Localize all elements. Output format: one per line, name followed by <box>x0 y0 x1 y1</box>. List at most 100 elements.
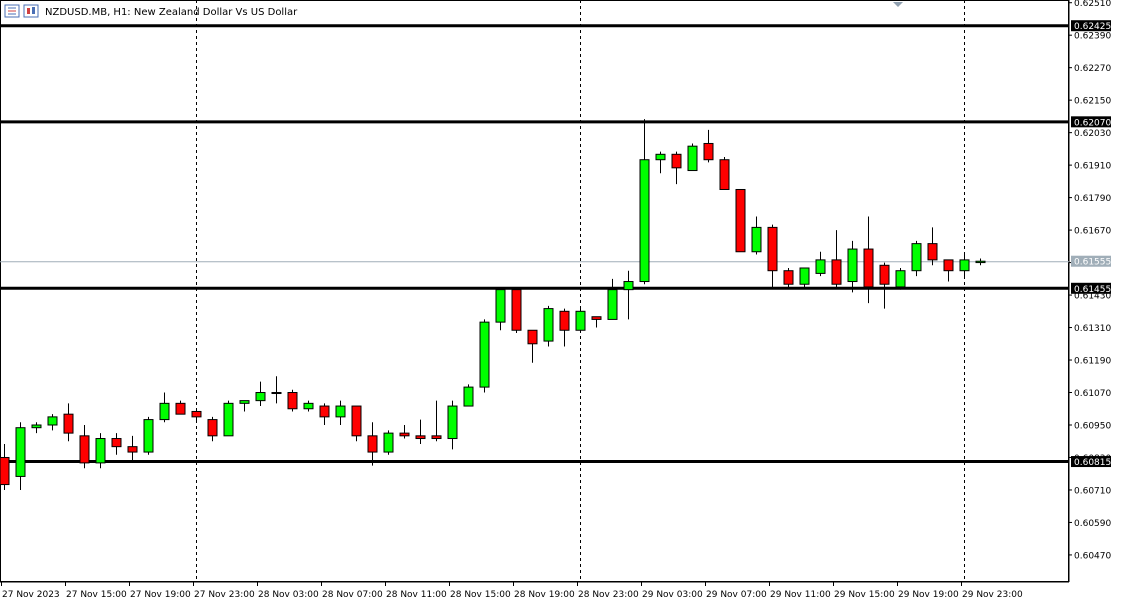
candle-body <box>975 260 986 264</box>
candle <box>255 381 266 407</box>
candle <box>767 224 778 287</box>
candle-body <box>111 438 122 448</box>
time-tick-label: 28 Nov 11:00 <box>386 590 447 600</box>
price-tick-label: 0.60710 <box>1074 486 1111 496</box>
level-price-tag: 0.60815 <box>1071 456 1111 468</box>
time-tick-label: 29 Nov 11:00 <box>770 590 831 600</box>
candle <box>335 400 346 425</box>
candle-body <box>687 145 698 172</box>
price-tick-label: 0.62030 <box>1074 129 1111 139</box>
candle <box>207 416 218 442</box>
time-tick-label: 28 Nov 23:00 <box>578 590 639 600</box>
price-tick-label: 0.61070 <box>1074 389 1111 399</box>
candle <box>0 443 10 490</box>
level-price-label: 0.61455 <box>1074 285 1111 295</box>
candle <box>479 319 490 393</box>
candle <box>607 278 618 320</box>
price-tick-label: 0.60590 <box>1074 519 1111 529</box>
candle <box>959 254 970 277</box>
candle <box>511 286 522 333</box>
candle-body <box>943 259 954 272</box>
price-tick-label: 0.61790 <box>1074 194 1111 204</box>
candle <box>463 384 474 407</box>
candle <box>735 188 746 253</box>
candle <box>15 422 26 490</box>
candle-body <box>639 159 650 283</box>
candle <box>47 414 58 431</box>
candle-body <box>703 142 714 161</box>
candle <box>799 267 810 287</box>
candle <box>127 435 138 461</box>
price-tick-label: 0.61670 <box>1074 227 1111 237</box>
candles <box>0 119 986 490</box>
candle-body <box>543 308 554 342</box>
price-tick-label: 0.62270 <box>1074 64 1111 74</box>
time-tick-label: 28 Nov 03:00 <box>258 590 319 600</box>
candle <box>687 143 698 172</box>
candle <box>383 430 394 455</box>
candle <box>863 216 874 304</box>
candle-body <box>511 289 522 331</box>
level-price-label: 0.60815 <box>1074 458 1111 468</box>
time-tick-label: 27 Nov 2023 <box>2 590 60 600</box>
price-tick-label: 0.60470 <box>1074 551 1111 561</box>
candle-body <box>671 153 682 169</box>
time-tick-label: 27 Nov 15:00 <box>66 590 127 600</box>
candle <box>287 389 298 412</box>
price-tick-label: 0.62510 <box>1074 0 1111 9</box>
candle <box>175 400 186 415</box>
candle-body <box>351 405 362 437</box>
candle <box>63 403 74 442</box>
candle-body <box>31 424 42 429</box>
time-tick-label: 27 Nov 19:00 <box>130 590 191 600</box>
chart-candles-icon[interactable] <box>23 4 39 18</box>
candle-body <box>591 316 602 320</box>
candle-body <box>79 435 90 464</box>
candle <box>303 400 314 412</box>
candle <box>271 376 282 404</box>
candle-body <box>383 432 394 453</box>
candle <box>927 227 938 266</box>
candle <box>319 403 330 425</box>
candle <box>719 157 730 190</box>
bid-price-tag: 0.61555 <box>1071 255 1111 268</box>
candle-body <box>575 310 586 331</box>
candle-body <box>623 281 634 291</box>
candle-body <box>831 259 842 285</box>
candle-body <box>879 264 890 285</box>
candle <box>911 240 922 277</box>
candle <box>143 416 154 455</box>
chart-bars-icon[interactable] <box>4 4 20 18</box>
time-tick-label: 28 Nov 15:00 <box>450 590 511 600</box>
candle <box>847 240 858 293</box>
candle <box>943 259 954 282</box>
time-tick-label: 29 Nov 19:00 <box>898 590 959 600</box>
candle-body <box>95 438 106 464</box>
candle-body <box>271 392 282 395</box>
price-axis[interactable]: 0.62510 0.62390 0.62270 0.62150 0.62030 0.619… <box>1069 0 1111 561</box>
shift-marker-icon[interactable] <box>893 2 903 7</box>
time-tick-label: 28 Nov 19:00 <box>514 590 575 600</box>
candle-body <box>959 259 970 272</box>
price-tick-label: 0.62390 <box>1074 32 1111 42</box>
candle-body <box>127 446 138 453</box>
candle <box>31 422 42 434</box>
candle-body <box>799 267 810 285</box>
level-price-tag: 0.62425 <box>1071 20 1111 32</box>
candle-body <box>143 419 154 453</box>
price-tick-label: 0.61430 <box>1074 292 1111 302</box>
candle-body <box>255 392 266 402</box>
candle-body <box>863 248 874 288</box>
price-tick-label: 0.62150 <box>1074 97 1111 107</box>
candle <box>831 230 842 287</box>
time-axis[interactable]: 27 Nov 2023 27 Nov 15:00 27 Nov 19:00 27 No… <box>1 582 1023 600</box>
candle-body <box>847 248 858 283</box>
candle-body <box>735 188 746 253</box>
candle <box>575 308 586 331</box>
candle-body <box>751 226 762 253</box>
time-tick-label: 29 Nov 23:00 <box>962 590 1023 600</box>
candle <box>239 400 250 412</box>
candle-body <box>415 435 426 440</box>
